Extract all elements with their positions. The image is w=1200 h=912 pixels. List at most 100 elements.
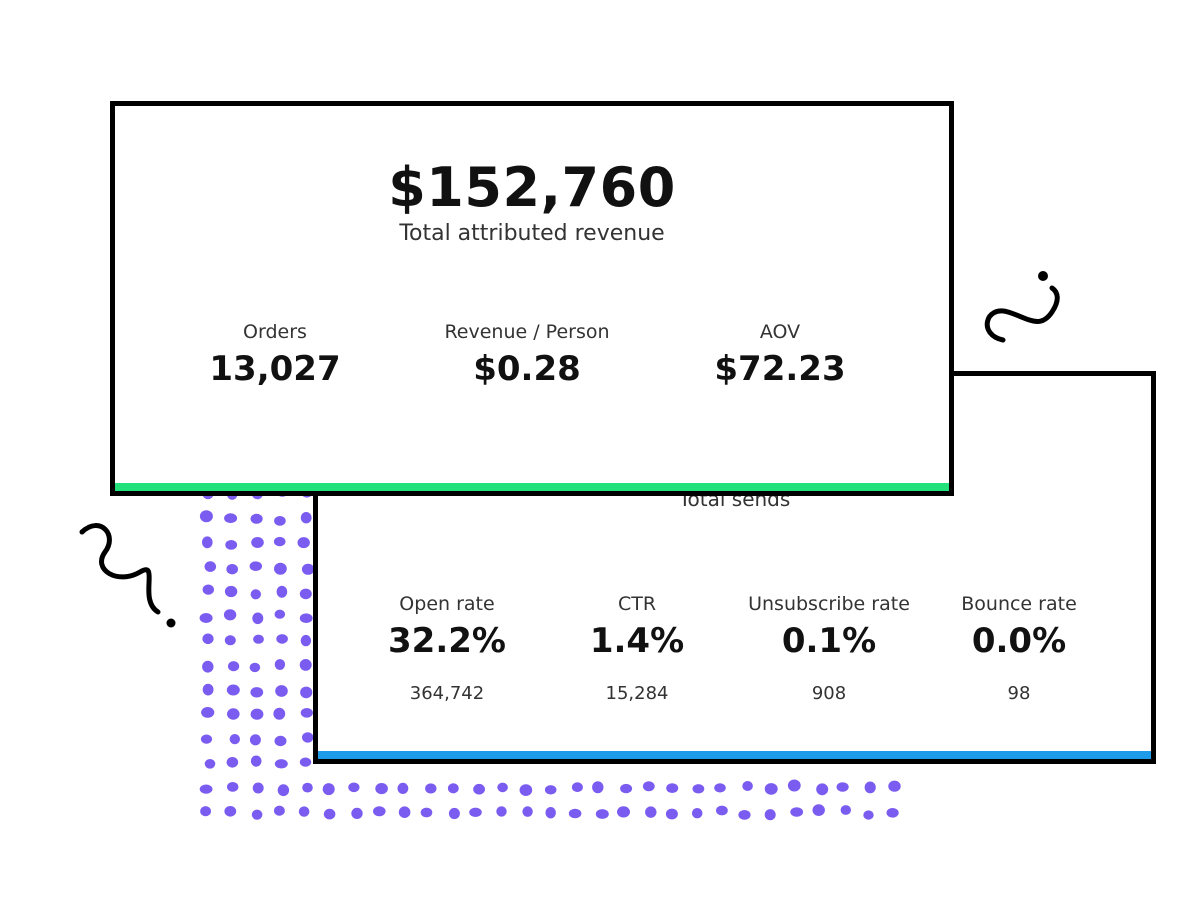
metric-label: CTR [617, 593, 657, 615]
dot [251, 809, 263, 820]
dot [202, 660, 214, 673]
sends-accent-bar [318, 751, 1151, 759]
dot [226, 684, 240, 696]
dot [812, 804, 825, 816]
dot [229, 734, 240, 745]
dot [274, 659, 286, 670]
dot [398, 806, 411, 818]
dot [274, 516, 286, 526]
dot [496, 806, 507, 817]
dot [300, 634, 312, 647]
dot [250, 755, 262, 767]
dot [297, 537, 310, 549]
metric-value: 0.0% [971, 621, 1067, 661]
dot [226, 564, 238, 575]
metric-value: 13,027 [209, 349, 341, 389]
dot [277, 784, 290, 797]
dot [473, 783, 485, 795]
dot [253, 634, 264, 644]
revenue-accent-bar [115, 483, 949, 491]
dot [202, 683, 214, 696]
metric-label: Orders [243, 321, 307, 343]
dot [300, 512, 312, 524]
metric-value: 32.2% [388, 621, 506, 661]
dot [199, 510, 213, 523]
dot [840, 805, 851, 815]
dot [886, 808, 899, 818]
dot [299, 757, 312, 767]
dot [545, 807, 556, 819]
dot [448, 807, 460, 820]
dot [299, 659, 312, 671]
dot [199, 784, 213, 794]
dot [571, 782, 583, 793]
dot [519, 784, 533, 796]
dot [716, 805, 728, 816]
dot [250, 708, 264, 720]
dot [299, 613, 313, 623]
dot [273, 707, 286, 720]
dot [250, 589, 261, 600]
metric-count: 364,742 [409, 683, 485, 704]
dot [544, 785, 557, 795]
dot [348, 782, 360, 793]
dot [299, 588, 312, 600]
dot [227, 708, 240, 720]
dot [300, 686, 313, 699]
dot [275, 685, 288, 697]
dot [863, 810, 874, 820]
dot [787, 779, 801, 792]
dot [274, 562, 287, 575]
dot [790, 807, 804, 817]
dot [764, 783, 778, 795]
metric-value: 1.4% [589, 621, 685, 661]
metric-count: 15,284 [605, 683, 669, 704]
dot [666, 783, 679, 793]
ctr-metric: CTR 1.4% 15,284 [590, 593, 684, 704]
dot [595, 809, 609, 819]
dot [224, 806, 237, 817]
revenue-per-person-metric: Revenue / Person $0.28 [444, 321, 609, 389]
dot [223, 609, 237, 621]
metric-label: Open rate [399, 593, 495, 615]
dot [202, 633, 214, 645]
dot [274, 759, 288, 769]
metric-label: AOV [759, 321, 801, 343]
dot [204, 759, 216, 769]
dot [888, 780, 901, 792]
bounce-rate-metric: Bounce rate 0.0% 98 [961, 593, 1077, 704]
dot [497, 782, 508, 793]
revenue-card: $152,760 Total attributed revenue Orders… [110, 101, 954, 496]
dot [665, 808, 678, 820]
dot [568, 808, 582, 819]
dot [420, 807, 433, 818]
metric-value: $0.28 [473, 349, 581, 389]
dot [298, 806, 310, 817]
metric-count: 908 [811, 683, 847, 704]
dot [273, 536, 286, 547]
open-rate-metric: Open rate 32.2% 364,742 [388, 593, 506, 704]
dot [738, 810, 751, 820]
dot [642, 781, 655, 792]
dot [224, 585, 238, 598]
metric-value: 0.1% [781, 621, 877, 661]
dot [425, 783, 437, 794]
metric-count: 98 [1007, 683, 1031, 704]
dot [224, 635, 236, 646]
dot [373, 806, 386, 817]
dot [200, 806, 212, 817]
dot [202, 536, 213, 549]
dot [351, 807, 363, 820]
dot [199, 613, 213, 623]
metric-label: Unsubscribe rate [748, 593, 910, 615]
dot [522, 806, 533, 817]
dot [225, 540, 238, 550]
dot [228, 661, 240, 672]
dot [224, 513, 238, 524]
dot [300, 708, 313, 718]
dot [742, 781, 753, 791]
dot [302, 732, 314, 743]
dot [816, 783, 829, 796]
aov-metric: AOV $72.23 [714, 321, 845, 389]
